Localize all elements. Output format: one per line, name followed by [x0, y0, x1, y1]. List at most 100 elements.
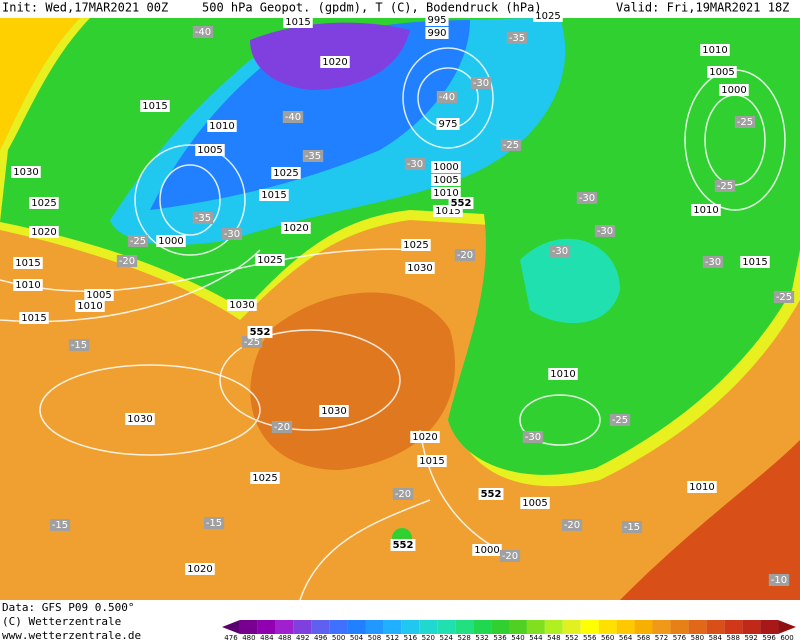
temperature-label-box	[192, 212, 214, 224]
colorbar-label: 480	[242, 634, 255, 642]
data-source: Data: GFS P09 0.500°	[2, 601, 134, 614]
isobar-label: 1010	[550, 369, 575, 380]
colorbar-label: 556	[583, 634, 597, 642]
isobar-label: 1005	[86, 290, 111, 301]
colorbar-swatch	[365, 620, 384, 634]
colorbar-swatch	[706, 620, 725, 634]
colorbar-label: 500	[332, 634, 345, 642]
colorbar-label: 568	[637, 634, 650, 642]
isobar-label-box	[707, 66, 737, 78]
isobar-label: 1015	[285, 17, 310, 28]
temperature-label: -25	[737, 117, 753, 128]
temperature-label-box	[454, 249, 476, 261]
isobar-label-box	[417, 455, 447, 467]
temperature-label: -30	[552, 246, 568, 257]
colorbar-label: 488	[278, 634, 291, 642]
colorbar-label: 496	[314, 634, 328, 642]
isobar-label: 1010	[702, 45, 727, 56]
temperature-label: -30	[705, 257, 721, 268]
isobar-label-box	[13, 257, 43, 269]
isobars	[0, 47, 786, 601]
isobar-label-box	[283, 16, 313, 28]
isobar-label-box	[740, 256, 770, 268]
isobar-label: 1000	[433, 162, 458, 173]
temperature-label: -35	[195, 213, 211, 224]
isobar-label-box	[533, 10, 563, 22]
temperature-label: -30	[407, 159, 423, 170]
isobar-label-box	[319, 405, 349, 417]
colorbar-label: 576	[673, 634, 687, 642]
temperature-label-box	[702, 256, 724, 268]
url: www.wetterzentrale.de	[2, 629, 141, 642]
colorbar-label: 596	[762, 634, 776, 642]
temperature-label-box	[241, 336, 263, 348]
isobar-label: 995	[427, 15, 446, 26]
isobar-label-box	[29, 197, 59, 209]
colorbar-swatch	[598, 620, 617, 634]
isobar-label-box	[29, 226, 59, 238]
temperature-label-box	[773, 291, 795, 303]
isobar-label: 1015	[142, 101, 167, 112]
isobar-label-box	[425, 27, 449, 39]
temperature-label-box	[302, 150, 324, 162]
isobar-label-box	[520, 497, 550, 509]
temperature-label-box	[221, 228, 243, 240]
colorbar-swatch	[724, 620, 743, 634]
temperature-label-box	[522, 431, 544, 443]
temperature-label: -35	[509, 33, 525, 44]
isobar-label: 990	[427, 28, 446, 39]
isobar-label-box	[548, 368, 578, 380]
colorbar-swatch	[526, 620, 545, 634]
isobar-label: 1015	[435, 206, 460, 217]
temperature-label-box	[127, 235, 149, 247]
isobar-label: 1025	[535, 11, 560, 22]
height-label-box	[390, 539, 416, 551]
isobar-label-box	[271, 167, 301, 179]
isobar-label-box	[185, 563, 215, 575]
temperature-label: -15	[206, 518, 222, 529]
height-label-box	[478, 488, 504, 500]
colorbar-swatch	[311, 620, 330, 634]
colorbar-label: 476	[224, 634, 238, 642]
colorbar-swatch	[222, 620, 240, 634]
isobar-label-box	[125, 413, 155, 425]
isobar-label: 1030	[321, 406, 346, 417]
isobar-label: 1005	[522, 498, 547, 509]
isobar-label-box	[11, 166, 41, 178]
colorbar-swatch	[257, 620, 276, 634]
temperature-label: -40	[285, 112, 301, 123]
colorbar-label: 552	[565, 634, 578, 642]
colorbar-swatch	[670, 620, 689, 634]
height-label-box	[247, 326, 273, 338]
isobar-label-box	[259, 189, 289, 201]
isobar-label: 1010	[209, 121, 234, 132]
temperature-label: -20	[395, 489, 411, 500]
isobar-label: 1025	[252, 473, 277, 484]
temperature-label-box	[714, 180, 736, 192]
temperature-label-box	[392, 488, 414, 500]
isobar-label-box	[13, 279, 43, 291]
temperature-label: -20	[457, 250, 473, 261]
temperature-label: -25	[503, 140, 519, 151]
isobar-label-box	[691, 204, 721, 216]
height-label: 552	[451, 198, 472, 209]
colorbar-swatch	[778, 620, 796, 634]
temperature-label-box	[734, 116, 756, 128]
isobar-label-box	[410, 431, 440, 443]
isobar-label-box	[195, 144, 225, 156]
isobar-label: 1015	[15, 258, 40, 269]
temperature-label-box	[621, 521, 643, 533]
isobar-label: 1030	[127, 414, 152, 425]
colorbar-swatch	[688, 620, 707, 634]
temperature-label: -25	[130, 236, 146, 247]
colorbar-swatch	[239, 620, 258, 634]
colorbar-swatch	[437, 620, 456, 634]
colorbar-swatch	[419, 620, 438, 634]
temperature-label-box	[549, 245, 571, 257]
valid-time: Valid: Fri,19MAR2021 18Z	[616, 1, 789, 15]
colorbar-swatch	[293, 620, 312, 634]
colorbar-label: 548	[547, 634, 560, 642]
temperature-label: -20	[564, 520, 580, 531]
colorbar-label: 544	[529, 634, 543, 642]
colorbar-swatch	[742, 620, 761, 634]
